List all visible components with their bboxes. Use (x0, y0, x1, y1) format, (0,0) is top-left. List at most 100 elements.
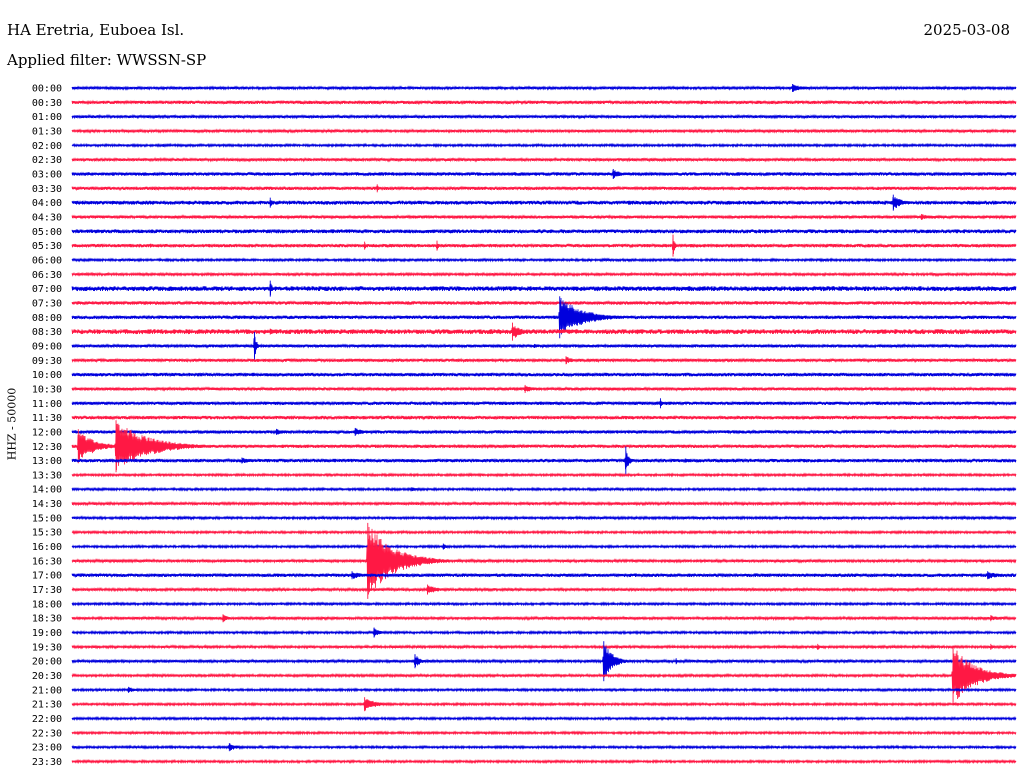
row-time-label: 18:30 (32, 614, 62, 625)
row-time-label: 07:00 (32, 284, 62, 295)
trace-row-2100 (71, 686, 1017, 693)
trace-row-1930 (71, 644, 1017, 650)
trace-row-2030 (71, 650, 1017, 700)
station-title: HA Eretria, Euboea Isl. (7, 21, 185, 39)
row-time-label: 16:00 (32, 542, 62, 553)
row-time-label: 22:00 (32, 714, 62, 725)
trace-row-0730 (71, 300, 1017, 306)
row-time-label: 21:00 (32, 685, 62, 696)
trace-row-0300 (71, 170, 1017, 179)
trace-row-0530 (71, 238, 1017, 254)
row-time-label: 23:00 (32, 743, 62, 754)
row-time-label: 05:00 (32, 227, 62, 238)
row-time-label: 15:00 (32, 513, 62, 524)
trace-row-1700 (71, 571, 1017, 579)
row-time-label: 10:00 (32, 370, 62, 381)
trace-row-1530 (71, 529, 1017, 535)
trace-row-1130 (71, 414, 1017, 421)
trace-row-1300 (71, 451, 1017, 470)
trace-row-0800 (71, 298, 1017, 335)
trace-row-0430 (71, 214, 1017, 220)
row-time-label: 09:30 (32, 356, 62, 367)
row-time-label: 20:00 (32, 657, 62, 668)
row-time-label: 04:30 (32, 212, 62, 223)
trace-row-2200 (71, 715, 1017, 722)
row-time-label: 19:00 (32, 628, 62, 639)
row-time-label: 13:30 (32, 470, 62, 481)
trace-row-1200 (71, 428, 1017, 435)
row-time-label: 23:30 (32, 757, 62, 768)
trace-row-1000 (71, 371, 1017, 378)
row-time-label: 12:00 (32, 427, 62, 438)
trace-row-0030 (71, 99, 1017, 106)
row-time-label: 15:30 (32, 528, 62, 539)
trace-row-1900 (71, 628, 1017, 637)
trace-row-0000 (71, 84, 1017, 92)
trace-row-2130 (71, 699, 1017, 711)
row-time-label: 18:00 (32, 599, 62, 610)
trace-row-0100 (71, 113, 1017, 120)
trace-row-0900 (71, 336, 1017, 358)
filter-label: Applied filter: WWSSN-SP (7, 51, 207, 69)
trace-row-0600 (71, 257, 1017, 263)
trace-row-1100 (71, 400, 1017, 407)
trace-row-2230 (71, 730, 1017, 736)
row-time-label: 03:00 (32, 169, 62, 180)
trace-row-0230 (71, 156, 1017, 163)
trace-row-1500 (71, 515, 1017, 521)
row-time-label: 16:30 (32, 556, 62, 567)
row-time-label: 03:30 (32, 184, 62, 195)
row-time-label: 11:00 (32, 399, 62, 410)
row-time-label: 19:30 (32, 642, 62, 653)
row-time-label: 05:30 (32, 241, 62, 252)
row-time-label: 22:30 (32, 728, 62, 739)
row-time-label: 21:30 (32, 700, 62, 711)
trace-row-2300 (71, 743, 1017, 751)
row-time-label: 01:30 (32, 126, 62, 137)
row-time-label: 04:00 (32, 198, 62, 209)
trace-row-0830 (71, 326, 1017, 338)
date-label: 2025-03-08 (923, 21, 1010, 39)
trace-row-1400 (71, 486, 1017, 492)
trace-row-2330 (71, 758, 1017, 765)
row-time-label: 02:30 (32, 155, 62, 166)
trace-row-0700 (71, 283, 1017, 296)
trace-row-1030 (71, 385, 1017, 392)
row-time-label: 12:30 (32, 442, 62, 453)
row-time-label: 08:00 (32, 313, 62, 324)
row-time-label: 00:30 (32, 98, 62, 109)
trace-row-0200 (71, 142, 1017, 148)
trace-row-2000 (71, 645, 1017, 677)
trace-row-1230 (71, 423, 1017, 471)
trace-row-1830 (71, 615, 1017, 622)
trace-row-1800 (71, 601, 1017, 607)
trace-row-1600 (71, 543, 1017, 550)
trace-row-0130 (71, 128, 1017, 134)
row-time-label: 06:00 (32, 255, 62, 266)
trace-row-1730 (71, 585, 1017, 595)
row-time-label: 07:30 (32, 298, 62, 309)
row-time-label: 08:30 (32, 327, 62, 338)
row-time-label: 14:30 (32, 499, 62, 510)
trace-row-0930 (71, 357, 1017, 364)
row-time-label: 11:30 (32, 413, 62, 424)
row-time-label: 06:30 (32, 270, 62, 281)
trace-row-1330 (71, 472, 1017, 478)
row-time-label: 20:30 (32, 671, 62, 682)
row-time-label: 09:00 (32, 341, 62, 352)
row-time-label: 17:00 (32, 571, 62, 582)
trace-row-0400 (71, 196, 1017, 210)
row-time-label: 17:30 (32, 585, 62, 596)
trace-row-0630 (71, 271, 1017, 278)
row-time-label: 10:30 (32, 384, 62, 395)
row-time-label: 00:00 (32, 84, 62, 95)
trace-row-0500 (71, 228, 1017, 235)
row-time-label: 02:00 (32, 141, 62, 152)
trace-row-0330 (71, 185, 1017, 192)
row-time-label: 01:00 (32, 112, 62, 123)
trace-row-1430 (71, 500, 1017, 507)
row-time-label: 13:00 (32, 456, 62, 467)
trace-row-1630 (71, 526, 1017, 595)
row-time-label: 14:00 (32, 485, 62, 496)
